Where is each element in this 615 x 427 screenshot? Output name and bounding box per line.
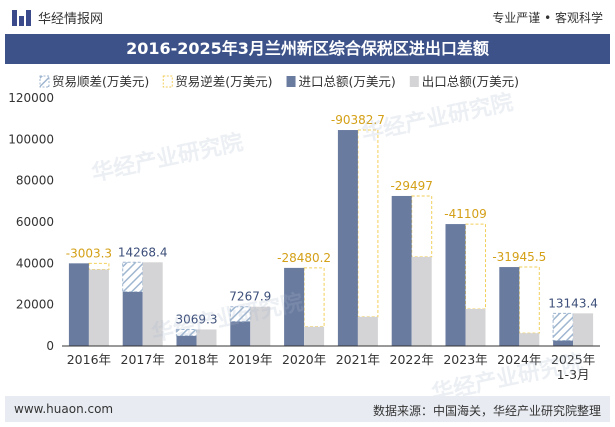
balance-label: 13143.4: [548, 296, 598, 310]
export-bar: [88, 269, 109, 346]
balance-label: -31945.5: [492, 250, 546, 264]
export-bar: [304, 326, 325, 346]
deficit-bar: [357, 129, 379, 318]
balance-label: -41109: [444, 207, 487, 221]
export-bar: [465, 309, 486, 346]
legend-swatch-import: [286, 76, 296, 87]
balance-label: -28480.2: [277, 251, 331, 265]
import-bar: [122, 291, 143, 346]
x-tick-label: 2023年: [443, 352, 487, 367]
y-tick-label: 0: [46, 339, 54, 353]
import-bar: [391, 195, 412, 346]
y-tick-label: 40000: [16, 256, 54, 270]
brand-logo-icon: [12, 9, 32, 26]
import-bar: [68, 263, 89, 346]
footer: www.huaon.com 数据来源：中国海关，华经产业研究院整理: [5, 396, 610, 422]
export-bar: [250, 306, 271, 346]
deficit-bar: [411, 195, 433, 258]
y-tick-label: 20000: [16, 298, 54, 312]
x-tick-label: 2020年: [282, 352, 326, 367]
deficit-bar: [518, 266, 540, 334]
x-tick-label: 2017年: [121, 352, 165, 367]
legend-label-surplus: 贸易顺差(万美元): [52, 74, 149, 89]
export-bar: [196, 329, 217, 346]
chart-title: 2016-2025年3月兰州新区综合保税区进出口差额: [5, 34, 610, 64]
y-tick-label: 120000: [8, 91, 54, 105]
x-tick-label: 2019年: [228, 352, 272, 367]
y-tick-label: 100000: [8, 132, 54, 146]
y-tick-label: 60000: [16, 215, 54, 229]
deficit-bar: [465, 223, 486, 310]
x-tick-label: 2025年: [551, 352, 595, 367]
brand: 华经情报网: [12, 8, 103, 27]
legend-swatch-surplus: [39, 75, 50, 88]
export-bar: [411, 256, 432, 346]
deficit-bar: [88, 262, 110, 271]
import-bar: [445, 224, 466, 346]
legend-swatch-export: [409, 76, 419, 87]
balance-label: -90382.7: [331, 113, 385, 127]
legend-label-deficit: 贸易逆差(万美元): [175, 74, 272, 89]
surplus-bar: [552, 312, 574, 342]
balance-label: 3069.3: [176, 312, 218, 326]
export-bar: [573, 313, 594, 346]
legend-label-export: 出口总额(万美元): [422, 74, 519, 89]
y-tick-label: 80000: [16, 174, 54, 188]
legend-label-import: 进口总额(万美元): [299, 74, 396, 89]
balance-label: 7267.9: [229, 290, 271, 304]
import-bar: [176, 335, 197, 346]
deficit-bar: [303, 267, 325, 328]
chart: 贸易顺差(万美元) 贸易逆差(万美元) 进口总额(万美元) 出口总额(万美元) 0 200…: [8, 74, 600, 382]
top-bar: 华经情报网 专业严谨 • 客观科学: [0, 0, 615, 34]
footer-source: 数据来源：中国海关，华经产业研究院整理: [372, 404, 601, 418]
export-bar: [357, 316, 378, 346]
legend-swatch-deficit: [162, 75, 173, 88]
brand-name: 华经情报网: [38, 12, 104, 27]
import-bar: [499, 267, 520, 346]
footer-website[interactable]: www.huaon.com: [14, 402, 114, 416]
export-bar: [519, 333, 540, 346]
balance-label: 14268.4: [118, 245, 168, 259]
tagline: 专业严谨 • 客观科学: [492, 11, 603, 25]
x-tick-label: 2024年: [497, 352, 541, 367]
x-tick-label: 2018年: [174, 352, 218, 367]
balance-label: -29497: [390, 179, 433, 193]
surplus-bar: [176, 328, 197, 337]
x-tick-label: 2016年: [67, 352, 111, 367]
x-tick-label: 2021年: [336, 352, 380, 367]
x-tick-label: 2022年: [390, 352, 434, 367]
import-bar: [337, 130, 358, 346]
import-bar: [230, 321, 251, 346]
x-tick-label: 1-3月: [557, 367, 590, 382]
balance-label: -3003.3: [66, 246, 112, 260]
import-bar: [553, 340, 574, 346]
import-bar: [284, 267, 305, 346]
surplus-bar: [229, 306, 251, 323]
export-bar: [142, 262, 163, 346]
surplus-bar: [122, 261, 144, 293]
